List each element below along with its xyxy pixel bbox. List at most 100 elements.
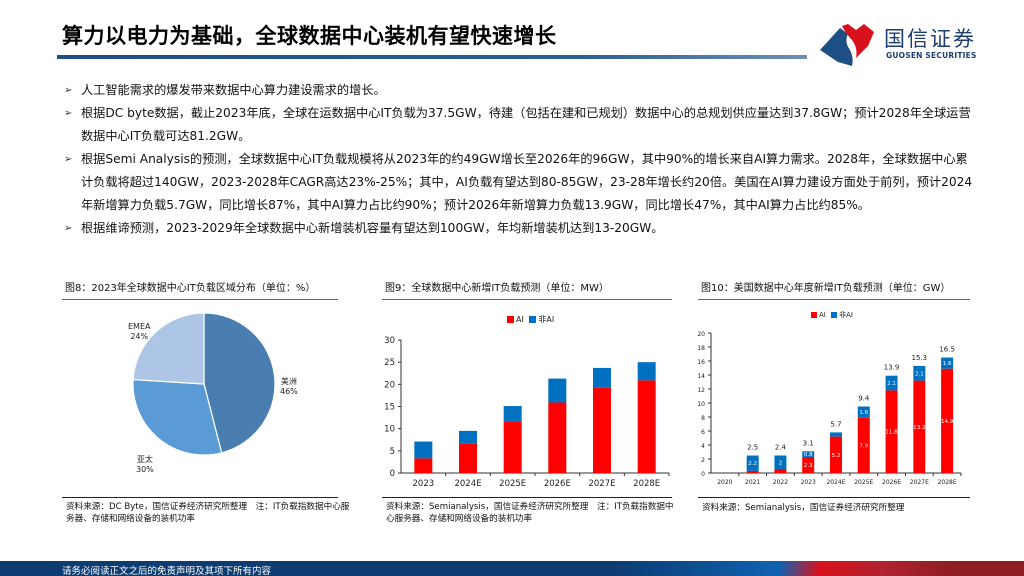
bullet-item: 根据Semi Analysis的预测，全球数据中心IT负载规模将从2023年的约…: [64, 148, 974, 217]
bar-segment-ai: [857, 417, 870, 473]
chart-title-rule: [698, 299, 970, 300]
svg-text:2028E: 2028E: [938, 479, 957, 486]
svg-text:0: 0: [390, 469, 395, 479]
bar-segment-ai: [885, 390, 898, 473]
guosen-logo-icon: [820, 24, 874, 66]
svg-text:2.4: 2.4: [775, 444, 787, 452]
page-title: 算力以电力为基础，全球数据中心装机有望快速增长: [62, 24, 557, 48]
svg-text:6: 6: [701, 429, 705, 436]
svg-text:2020: 2020: [717, 479, 732, 486]
chart-panel-us: 图10：美国数据中心年度新增IT负载预测（单位：GW）: [698, 280, 970, 300]
svg-text:2027E: 2027E: [588, 479, 615, 489]
chart-source-rule: [698, 497, 970, 498]
svg-text:2: 2: [779, 461, 783, 467]
chart-panel-global: 图9：全球数据中心新增IT负载预测（单位：MW）: [382, 280, 672, 300]
svg-text:16.5: 16.5: [939, 346, 955, 354]
bar-segment-non-ai: [857, 406, 870, 418]
bar-segment-non-ai: [637, 362, 656, 381]
chart-source-rule: [382, 497, 672, 498]
bar-segment-non-ai: [802, 451, 815, 457]
svg-text:7.9: 7.9: [859, 443, 868, 449]
legend-swatch-non-ai: [831, 312, 838, 318]
svg-text:2026E: 2026E: [544, 479, 571, 489]
svg-text:2028E: 2028E: [633, 479, 660, 489]
svg-text:10: 10: [697, 401, 705, 408]
svg-text:14.9: 14.9: [941, 419, 954, 425]
svg-text:12: 12: [697, 387, 705, 394]
svg-text:1.6: 1.6: [859, 410, 868, 416]
svg-text:20: 20: [697, 331, 705, 338]
bar-segment-ai: [503, 421, 522, 473]
chart-source: 资料来源：Semianalysis，国信证券经济研究所整理: [702, 503, 905, 513]
bullet-item: 人工智能需求的爆发带来数据中心算力建设需求的增长。: [64, 79, 974, 102]
chart-source-rule: [62, 497, 338, 498]
bar-segment-ai: [746, 470, 759, 473]
bar-segment-non-ai: [503, 406, 522, 422]
bar-segment-ai: [774, 469, 787, 473]
legend-swatch-non-ai: [529, 316, 537, 323]
svg-text:5.7: 5.7: [830, 420, 841, 428]
pie-label-apac: 亚太 30%: [136, 455, 154, 474]
svg-text:30: 30: [384, 336, 395, 346]
svg-text:2026E: 2026E: [882, 479, 901, 486]
bullet-item: 根据DC byte数据，截止2023年底，全球在运数据中心IT负载为37.5GW…: [64, 102, 974, 148]
bar-segment-ai: [414, 458, 433, 473]
svg-text:0.8: 0.8: [804, 452, 813, 458]
svg-text:5: 5: [390, 447, 395, 457]
svg-text:4: 4: [701, 443, 705, 450]
chart-source: 资料来源：DC Byte，国信证券经济研究所整理 注：IT负载指数据中心服务器、…: [66, 502, 350, 524]
svg-text:5.2: 5.2: [832, 453, 841, 459]
pie-slice-emea: [132, 312, 205, 385]
svg-text:8: 8: [701, 415, 705, 422]
legend-label-non-ai: 非AI: [839, 311, 853, 319]
svg-text:2.2: 2.2: [748, 461, 757, 467]
svg-text:15.3: 15.3: [912, 354, 928, 362]
legend-label-ai: AI: [516, 315, 524, 324]
legend-swatch-ai: [507, 316, 514, 323]
bar-segment-ai: [593, 387, 611, 473]
bar-segment-non-ai: [548, 378, 567, 403]
chart-title-rule: [382, 299, 672, 300]
bar-segment-ai: [459, 443, 477, 473]
svg-text:9.4: 9.4: [858, 395, 870, 403]
chart-title: 图8：2023年全球数据中心IT负载区域分布（单位：%）: [65, 283, 316, 294]
chart-source: 资料来源：Semianalysis，国信证券经济研究所整理 注：IT负载指数据中…: [386, 502, 674, 524]
svg-text:20: 20: [384, 380, 395, 390]
svg-text:2027E: 2027E: [910, 479, 929, 486]
bar-segment-ai: [637, 380, 656, 473]
chart-title: 图9：全球数据中心新增IT负载预测（单位：MW）: [385, 283, 609, 294]
bullet-item: 根据维谛预测，2023-2029年全球数据中心新增装机容量有望达到100GW，年…: [64, 217, 974, 240]
bar-segment-non-ai: [414, 441, 433, 459]
bar-segment-non-ai: [913, 365, 926, 381]
svg-text:11.8: 11.8: [885, 430, 898, 436]
svg-text:2.5: 2.5: [747, 444, 758, 452]
bar-segment-non-ai: [593, 367, 611, 388]
svg-text:2024E: 2024E: [826, 479, 845, 486]
legend-swatch-ai: [811, 312, 817, 318]
svg-text:13.9: 13.9: [884, 364, 900, 372]
bar-segment-ai: [941, 368, 954, 473]
svg-text:14: 14: [697, 373, 705, 380]
svg-text:2025E: 2025E: [854, 479, 873, 486]
svg-text:2021: 2021: [745, 479, 760, 486]
svg-text:25: 25: [384, 358, 395, 368]
bar-segment-ai: [548, 402, 567, 473]
bar-segment-non-ai: [941, 357, 954, 369]
svg-text:1.6: 1.6: [943, 361, 952, 367]
bar-segment-non-ai: [830, 432, 842, 437]
pie-label-emea: EMEA 24%: [128, 322, 151, 341]
pie-slice-americas: [203, 312, 276, 454]
svg-text:3.1: 3.1: [803, 439, 814, 447]
legend-label-ai: AI: [819, 311, 826, 319]
bar-segment-non-ai: [746, 455, 759, 471]
svg-text:15: 15: [384, 403, 395, 413]
svg-text:0: 0: [701, 471, 705, 478]
bar-segment-non-ai: [774, 455, 787, 470]
us-bar-chart: 0246810121416182020202.22.5202122.420222…: [697, 331, 962, 486]
bar-segment-ai: [913, 380, 926, 473]
chart-panel-pie: 图8：2023年全球数据中心IT负载区域分布（单位：%）: [62, 280, 338, 300]
svg-text:2023: 2023: [413, 479, 435, 489]
bar-segment-non-ai: [459, 430, 477, 444]
svg-text:2.1: 2.1: [915, 371, 924, 377]
footer-bar: [0, 561, 1024, 576]
